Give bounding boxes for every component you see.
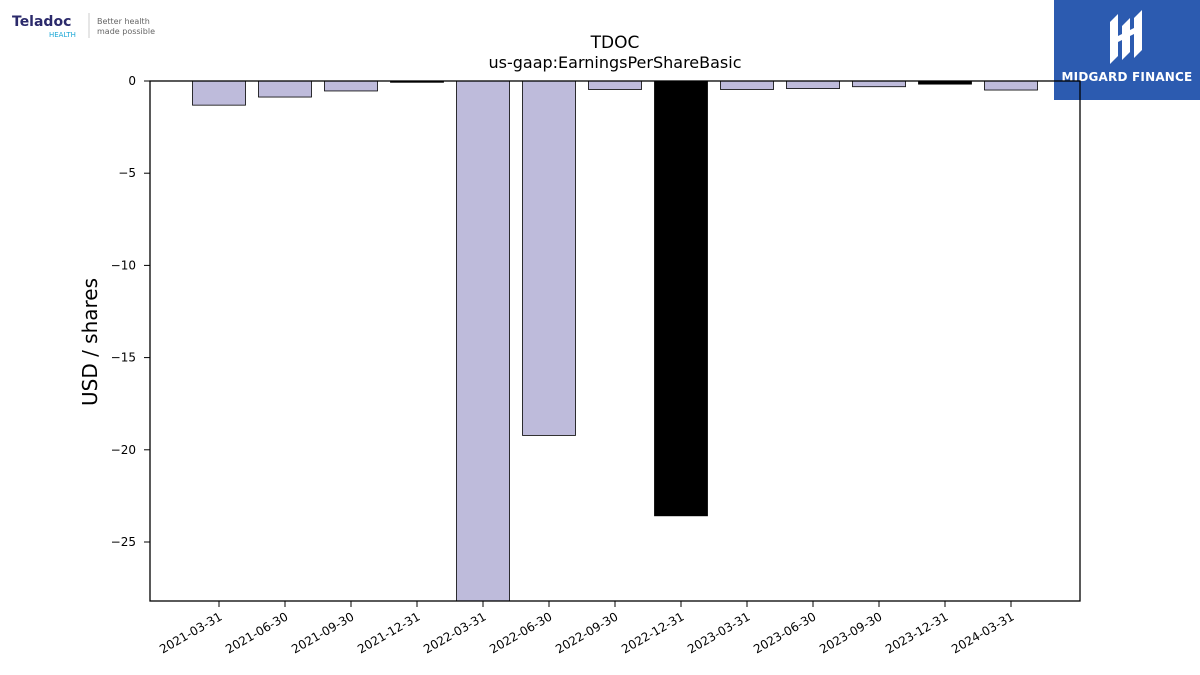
x-tick-label: 2022-06-30 [487,609,554,656]
bar-2022-09-30 [588,80,642,90]
midgard-finance-logo: MIDGARD FINANCE [1054,0,1200,100]
x-tick-label: 2022-03-31 [421,609,488,656]
x-tick-label: 2023-09-30 [817,609,884,656]
bar-2021-09-30 [324,80,378,92]
midgard-emblem-icon [1110,10,1142,64]
bar-2021-06-30 [258,80,312,98]
y-tick-label: 0 [128,74,136,88]
plot-frame [149,80,1081,602]
bars [192,80,1038,602]
x-tick-label: 2024-03-31 [949,609,1016,656]
y-tick-label: −20 [111,443,136,457]
bar-2023-09-30 [852,80,906,88]
teladoc-sub: HEALTH [49,31,76,39]
x-axis-ticks: 2021-03-312021-06-302021-09-302021-12-31… [157,601,1017,656]
teladoc-logo: Teladoc HEALTH Better health made possib… [10,10,170,42]
x-tick-label: 2023-03-31 [685,609,752,656]
teladoc-tagline-1: Better health [97,17,150,26]
x-tick-label: 2022-09-30 [553,609,620,656]
y-tick-label: −15 [111,351,136,365]
y-tick-label: −25 [111,535,136,549]
y-tick-label: −10 [111,258,136,272]
teladoc-name: Teladoc [12,14,71,30]
x-tick-label: 2021-03-31 [157,609,224,656]
y-tick-label: −5 [118,166,136,180]
bar-2023-03-31 [720,80,774,90]
bar-2022-03-31 [456,80,510,602]
bar-2022-12-31 [654,80,708,517]
y-axis-ticks: 0 −5 −10 −15 −20 −25 [111,74,150,549]
midgard-brand-name: MIDGARD FINANCE [1061,70,1193,84]
x-tick-label: 2021-12-31 [355,609,422,656]
bar-2023-06-30 [786,80,840,89]
chart-subtitle: us-gaap:EarningsPerShareBasic [488,53,741,72]
chart-title: TDOC [590,33,640,53]
x-tick-label: 2023-12-31 [883,609,950,656]
bar-2021-03-31 [192,80,246,106]
y-axis-label: USD / shares [78,278,102,406]
x-tick-label: 2021-09-30 [289,609,356,656]
teladoc-tagline-2: made possible [97,27,155,36]
bar-2022-06-30 [522,80,576,436]
bar-2024-03-31 [984,80,1038,91]
teladoc-logo-mark: Teladoc HEALTH Better health made possib… [12,13,155,39]
x-tick-label: 2021-06-30 [223,609,290,656]
x-tick-label: 2022-12-31 [619,609,686,656]
x-tick-label: 2023-06-30 [751,609,818,656]
